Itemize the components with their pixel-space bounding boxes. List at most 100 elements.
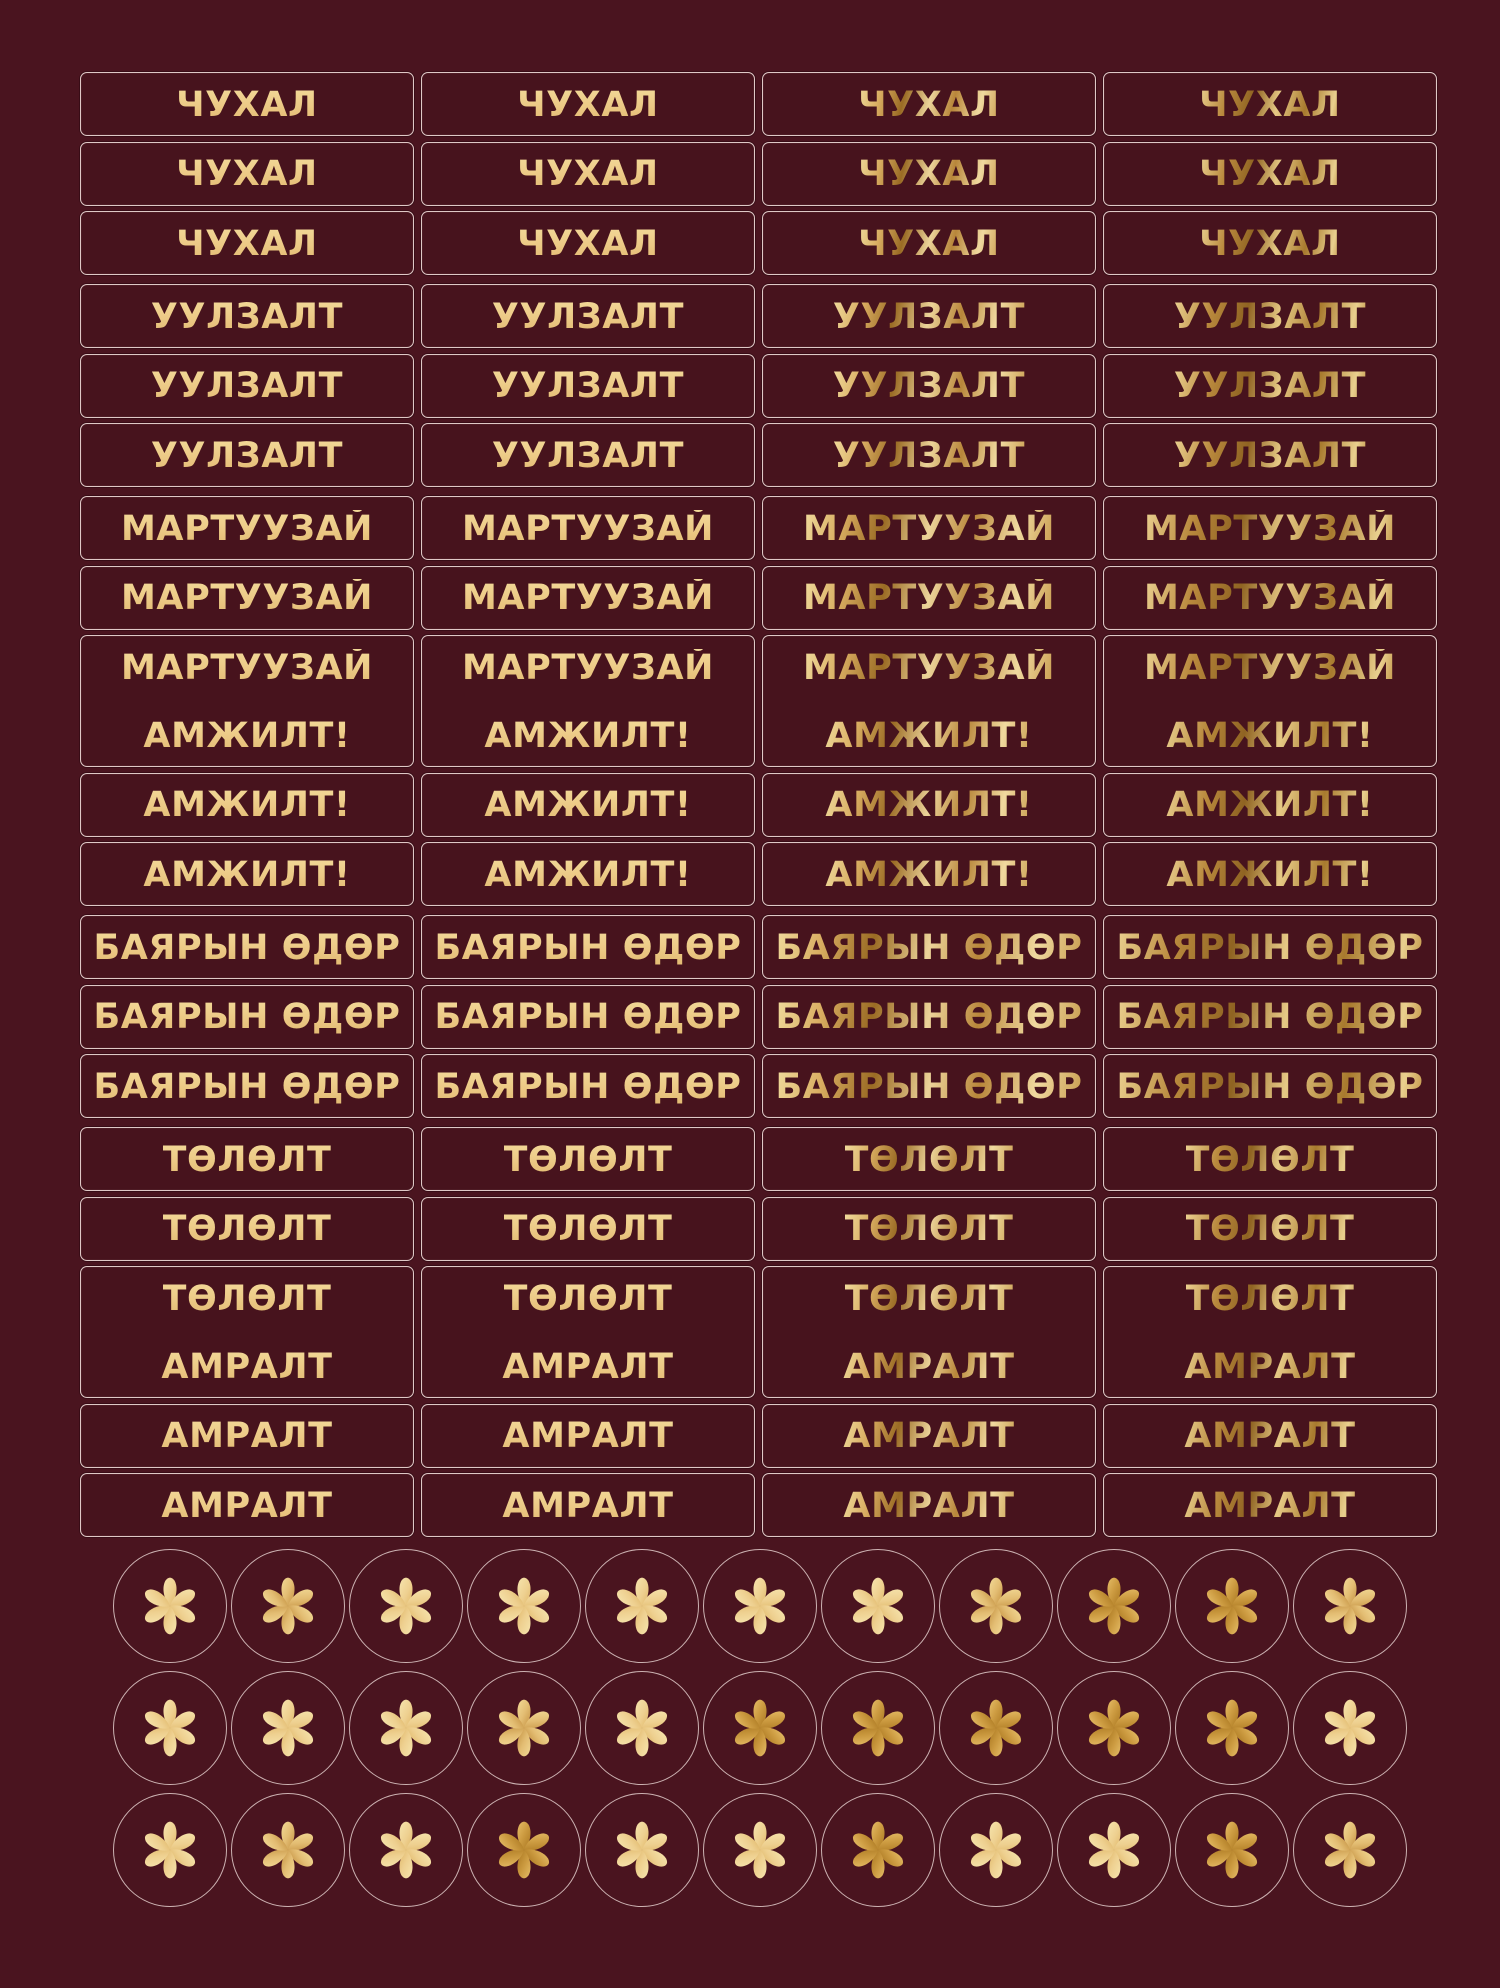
six-petal-flower-icon [1317,1695,1383,1761]
label-text: ТӨЛӨЛТ [162,1209,332,1249]
six-petal-flower-icon [609,1573,675,1639]
label-sticker: ТӨЛӨЛТ [1103,1196,1437,1261]
label-text: ТӨЛӨЛТ [503,1139,673,1180]
label-row: ТӨЛӨЛТ ТӨЛӨЛТ ТӨЛӨЛТ ТӨЛӨЛТ [80,1127,1437,1191]
label-text: ЧУХАЛ [858,223,1000,264]
label-sticker: УУЛЗАЛТ [1103,353,1437,418]
label-text: АМЖИЛТ! [1166,715,1374,756]
label-line: АМЖИЛТ! [81,704,413,766]
label-text: УУЛЗАЛТ [491,435,685,476]
dot-sticker [1057,1671,1171,1785]
dot-sticker [1175,1793,1289,1907]
label-text: БАЯРЫН ӨДӨР [434,927,742,968]
dot-sticker [703,1793,817,1907]
label-text: УУЛЗАЛТ [150,366,344,406]
label-sticker: АМЖИЛТ! [80,772,414,837]
label-row: МАРТУУЗАЙ МАРТУУЗАЙ МАРТУУЗАЙ МАРТУУЗАЙ [80,565,1437,630]
label-sticker-double: ТӨЛӨЛТ АМРАЛТ [80,1266,414,1398]
label-text: УУЛЗАЛТ [491,366,685,406]
label-sticker-double: ТӨЛӨЛТ АМРАЛТ [762,1266,1096,1398]
label-line: АМРАЛТ [81,1335,413,1397]
six-petal-flower-icon [373,1695,439,1761]
six-petal-flower-icon [727,1817,793,1883]
dot-sticker [585,1549,699,1663]
label-text: АМРАЛТ [502,1485,674,1526]
label-text: АМРАЛТ [1184,1416,1356,1456]
label-line: АМЖИЛТ! [422,704,754,766]
label-sticker: АМРАЛТ [421,1473,755,1537]
label-sticker: БАЯРЫН ӨДӨР [80,915,414,979]
label-row: АМЖИЛТ! АМЖИЛТ! АМЖИЛТ! АМЖИЛТ! [80,842,1437,906]
label-sticker: УУЛЗАЛТ [80,284,414,348]
label-sticker: АМЖИЛТ! [1103,842,1437,906]
label-text: ЧУХАЛ [517,84,659,125]
label-line: АМРАЛТ [1104,1335,1436,1397]
label-sticker: ЧУХАЛ [80,141,414,206]
label-text: УУЛЗАЛТ [832,296,1026,337]
label-line: МАРТУУЗАЙ [1104,636,1436,698]
six-petal-flower-icon [137,1695,203,1761]
label-text: БАЯРЫН ӨДӨР [775,997,1083,1037]
label-sticker: МАРТУУЗАЙ [762,565,1096,630]
label-sticker: МАРТУУЗАЙ [421,496,755,560]
label-text: ТӨЛӨЛТ [1185,1209,1355,1249]
dot-sticker [939,1671,1053,1785]
label-text: БАЯРЫН ӨДӨР [775,1066,1083,1107]
label-sticker: ЧУХАЛ [80,72,414,136]
dot-sticker [585,1793,699,1907]
six-petal-flower-icon [963,1695,1029,1761]
dot-sticker [1175,1671,1289,1785]
label-sticker: УУЛЗАЛТ [80,353,414,418]
six-petal-flower-icon [491,1695,557,1761]
label-text: МАРТУУЗАЙ [120,508,374,549]
label-sticker: АМЖИЛТ! [421,772,755,837]
label-text: АМЖИЛТ! [143,785,351,825]
label-text: АМЖИЛТ! [484,785,692,825]
six-petal-flower-icon [373,1817,439,1883]
label-text: ЧУХАЛ [176,223,318,264]
label-text: МАРТУУЗАЙ [461,647,715,688]
label-sticker: ТӨЛӨЛТ [1103,1127,1437,1191]
label-text: ТӨЛӨЛТ [503,1209,673,1249]
label-text: БАЯРЫН ӨДӨР [93,1066,401,1107]
label-text: УУЛЗАЛТ [1173,296,1367,337]
label-text: ТӨЛӨЛТ [1185,1139,1355,1180]
dot-sticker [821,1793,935,1907]
label-text: ТӨЛӨЛТ [162,1278,332,1319]
label-sticker: АМЖИЛТ! [762,842,1096,906]
label-text: УУЛЗАЛТ [150,296,344,337]
label-sticker: ЧУХАЛ [80,211,414,275]
dot-sticker [1057,1549,1171,1663]
dot-sticker [939,1549,1053,1663]
dot-sticker [821,1549,935,1663]
label-text: УУЛЗАЛТ [1173,435,1367,476]
label-sticker: МАРТУУЗАЙ [421,565,755,630]
label-sticker: АМРАЛТ [1103,1473,1437,1537]
label-text: МАРТУУЗАЙ [1143,578,1397,618]
six-petal-flower-icon [255,1817,321,1883]
label-text: МАРТУУЗАЙ [461,578,715,618]
label-row: АМРАЛТ АМРАЛТ АМРАЛТ АМРАЛТ [80,1473,1437,1537]
label-sticker: УУЛЗАЛТ [1103,284,1437,348]
dot-sticker [113,1671,227,1785]
label-sticker-double: ТӨЛӨЛТ АМРАЛТ [1103,1266,1437,1398]
six-petal-flower-icon [137,1817,203,1883]
label-row: АМЖИЛТ! АМЖИЛТ! АМЖИЛТ! АМЖИЛТ! [80,772,1437,837]
label-sticker: УУЛЗАЛТ [421,284,755,348]
label-row: МАРТУУЗАЙ АМЖИЛТ! МАРТУУЗАЙ АМЖИЛТ! МАРТУУЗА… [80,635,1437,767]
label-text: БАЯРЫН ӨДӨР [93,997,401,1037]
six-petal-flower-icon [1199,1695,1265,1761]
label-sticker: ТӨЛӨЛТ [80,1127,414,1191]
label-sticker: АМРАЛТ [762,1403,1096,1468]
dot-sticker [231,1549,345,1663]
label-text: АМЖИЛТ! [825,715,1033,756]
label-text: АМЖИЛТ! [143,854,351,895]
dot-sticker [939,1793,1053,1907]
dot-sticker [1057,1793,1171,1907]
label-text: ЧУХАЛ [517,223,659,264]
label-text: АМРАЛТ [161,1416,333,1456]
label-sticker-grid: ЧУХАЛ ЧУХАЛ ЧУХАЛ ЧУХАЛ ЧУХАЛ ЧУХАЛ ЧУХАЛ ЧУХАЛ… [80,72,1437,1537]
label-text: УУЛЗАЛТ [491,296,685,337]
label-text: АМРАЛТ [843,1346,1015,1387]
